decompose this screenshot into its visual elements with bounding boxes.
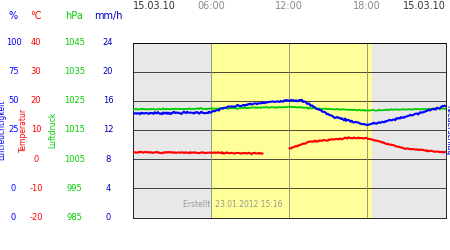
Text: 985: 985 (66, 213, 82, 222)
Text: 1005: 1005 (64, 155, 85, 164)
Text: 15.03.10: 15.03.10 (403, 1, 446, 11)
Text: Luftdruck: Luftdruck (49, 112, 58, 148)
Text: 25: 25 (8, 126, 19, 134)
Text: -10: -10 (29, 184, 43, 193)
Text: 0: 0 (33, 155, 39, 164)
Text: 8: 8 (105, 155, 111, 164)
Text: hPa: hPa (65, 11, 83, 21)
Text: 06:00: 06:00 (197, 1, 225, 11)
Bar (211, 42, 372, 218)
Text: °C: °C (30, 11, 42, 21)
Text: Niederschlag: Niederschlag (444, 105, 450, 155)
Text: Erstellt: 23.01.2012 15:16: Erstellt: 23.01.2012 15:16 (183, 200, 283, 209)
Text: %: % (9, 11, 18, 21)
Text: 12: 12 (103, 126, 113, 134)
Text: 40: 40 (31, 38, 41, 47)
Text: 0: 0 (11, 184, 16, 193)
Text: 995: 995 (67, 184, 82, 193)
Text: 30: 30 (31, 67, 41, 76)
Text: 10: 10 (31, 126, 41, 134)
Text: 50: 50 (8, 96, 19, 105)
Text: 1015: 1015 (64, 126, 85, 134)
Text: 0: 0 (105, 213, 111, 222)
Text: 1045: 1045 (64, 38, 85, 47)
Text: 12:00: 12:00 (275, 1, 303, 11)
Text: 15.03.10: 15.03.10 (133, 1, 176, 11)
Text: Luftfeuchtigkeit: Luftfeuchtigkeit (0, 100, 6, 160)
Text: 1035: 1035 (64, 67, 85, 76)
Text: 20: 20 (31, 96, 41, 105)
Text: mm/h: mm/h (94, 11, 122, 21)
Text: Temperatur: Temperatur (19, 108, 28, 152)
Text: 1025: 1025 (64, 96, 85, 105)
Text: 16: 16 (103, 96, 113, 105)
Text: -20: -20 (29, 213, 43, 222)
Text: 4: 4 (105, 184, 111, 193)
Text: 24: 24 (103, 38, 113, 47)
Text: 100: 100 (5, 38, 22, 47)
Text: 20: 20 (103, 67, 113, 76)
Text: 75: 75 (8, 67, 19, 76)
Text: 0: 0 (11, 213, 16, 222)
Text: 18:00: 18:00 (353, 1, 381, 11)
